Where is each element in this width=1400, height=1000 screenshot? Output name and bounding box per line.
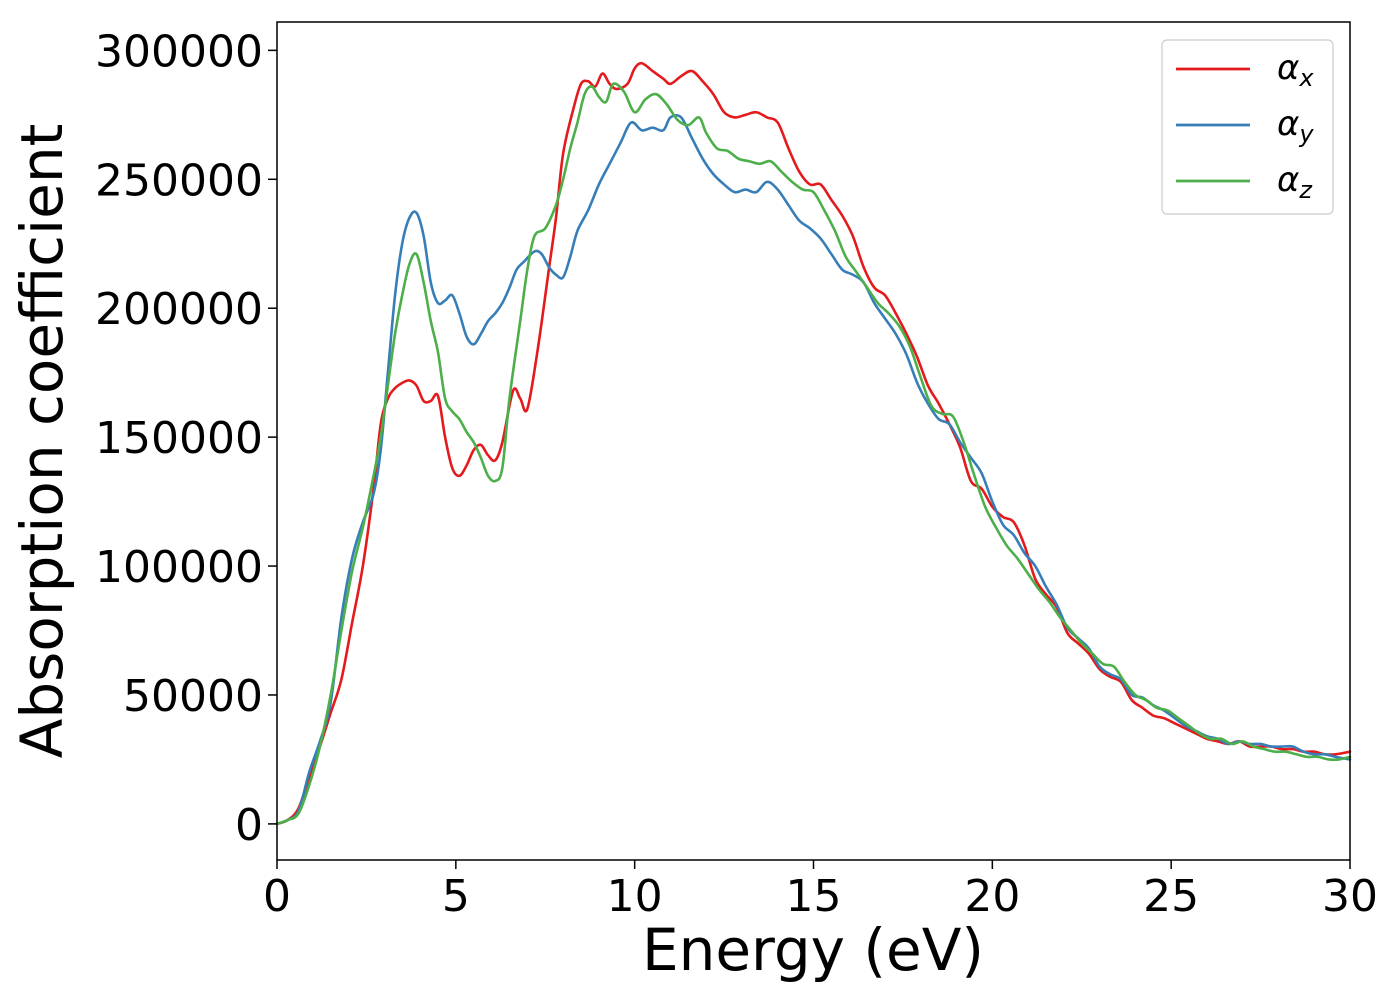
y-axis-ticks: 0 50000 100000 150000 200000 250000 300000 xyxy=(95,26,277,851)
y-tick-label: 50000 xyxy=(123,671,263,722)
x-tick-label: 5 xyxy=(442,871,470,922)
legend-label-base: α xyxy=(1277,48,1299,88)
x-tick-label: 30 xyxy=(1322,871,1378,922)
x-axis-title: Energy (eV) xyxy=(642,916,984,984)
y-tick-label: 250000 xyxy=(95,155,263,206)
y-tick-label: 300000 xyxy=(95,26,263,77)
y-tick-label: 0 xyxy=(235,800,263,851)
legend-label-x: αx xyxy=(1277,48,1314,92)
x-tick-label: 15 xyxy=(786,871,842,922)
legend-label-subscript: z xyxy=(1298,176,1313,204)
legend-label-subscript: x xyxy=(1298,64,1314,92)
legend-label-base: α xyxy=(1277,104,1299,144)
x-tick-label: 20 xyxy=(964,871,1020,922)
x-tick-label: 10 xyxy=(607,871,663,922)
x-tick-label: 0 xyxy=(263,871,291,922)
legend-label-y: αy xyxy=(1277,104,1314,148)
legend-label-subscript: y xyxy=(1298,120,1314,148)
y-tick-label: 150000 xyxy=(95,413,263,464)
y-tick-label: 100000 xyxy=(95,542,263,593)
legend-frame xyxy=(1161,39,1334,215)
x-tick-label: 25 xyxy=(1143,871,1199,922)
series-lines xyxy=(275,61,1352,826)
series-line-x xyxy=(275,61,1352,826)
y-tick-label: 200000 xyxy=(95,284,263,335)
x-axis-ticks: 0 5 10 15 20 25 30 xyxy=(263,860,1378,922)
legend-label-base: α xyxy=(1277,160,1299,200)
series-line-z xyxy=(275,82,1352,826)
legend-label-z: αz xyxy=(1277,160,1313,204)
y-axis-title: Absorption coefficient xyxy=(8,124,76,759)
